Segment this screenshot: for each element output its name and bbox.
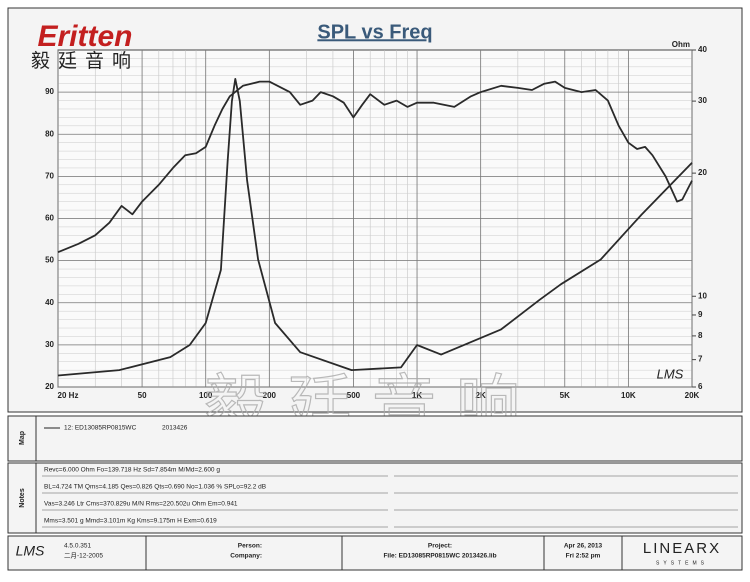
y2-tick-label: 20 [698, 168, 707, 177]
y2-tick-label: 10 [698, 291, 707, 300]
y-tick-label: 60 [45, 214, 54, 223]
vendor-sub: SYSTEMS [656, 560, 708, 566]
y-tick-label: 30 [45, 340, 54, 349]
x-tick-label: 2K [476, 391, 486, 400]
y-tick-label: 80 [45, 129, 54, 138]
series-line [57, 78, 693, 377]
x-tick-label: 100 [199, 391, 213, 400]
build-date: 二月-12-2005 [64, 552, 103, 560]
y-tick-label: 50 [45, 256, 54, 265]
footer-panel [7, 535, 743, 571]
project: Project: [428, 543, 452, 550]
plot-logo: LMS [657, 366, 684, 381]
y-tick-label: 20 [45, 382, 54, 391]
y2-tick-label: 40 [698, 45, 707, 54]
file: File: ED13085RP0815WC 2013426.lib [383, 553, 496, 560]
brand-cn: 毅廷音响 [31, 50, 139, 72]
x-tick-label: 200 [263, 391, 277, 400]
time: Fri 2:52 pm [566, 553, 601, 560]
y2-axis-title: Ohm [672, 40, 690, 49]
y2-tick-label: 7 [698, 355, 703, 364]
x-tick-label: 50 [138, 391, 147, 400]
footer-dividers [145, 536, 623, 570]
x-tick-label: 20 Hz [58, 391, 79, 400]
notes-label: Notes [19, 488, 26, 508]
brand: Eritten [37, 20, 132, 53]
y2-tick-label: 8 [698, 331, 703, 340]
legend-date: 2013426 [162, 425, 188, 432]
series-line [57, 80, 693, 254]
legend-entry: 12: ED13085RP0815WC [64, 425, 137, 432]
vendor: LINEARX [643, 540, 721, 557]
y2-tick-label: 9 [698, 310, 703, 319]
x-tick-label: 1K [412, 391, 422, 400]
x-tick-label: 5K [560, 391, 570, 400]
plot: 20 Hz 50 100 200 500 1K 2K 5K 10K 20K 20 30 40 50 60 70… [45, 40, 707, 400]
notes-panel [7, 462, 743, 534]
x-tick-label: 10K [621, 391, 636, 400]
map-panel [7, 415, 743, 462]
version: 4.5.0.351 [64, 543, 91, 550]
chart-title: SPL vs Freq [317, 21, 432, 43]
x-tick-label: 500 [347, 391, 361, 400]
footer-logo: LMS [16, 543, 45, 559]
date: Apr 26, 2013 [564, 543, 603, 550]
note-line: BL=4.724 TM Qms=4.185 Qes=0.826 Qts=0.69… [44, 484, 266, 491]
note-line: Vas=3.246 Ltr Cms=370.829u M/N Rms=220.5… [44, 501, 238, 508]
y-tick-label: 70 [45, 171, 54, 180]
y-tick-label: 90 [45, 87, 54, 96]
note-line: Mms=3.501 g Mmd=3.101m Kg Kms=9.175m H E… [44, 518, 217, 525]
y-tick-label: 40 [45, 298, 54, 307]
person: Person: [238, 543, 262, 550]
note-line: Revc=6.000 Ohm Fo=139.718 Hz Sd=7.854m M… [44, 467, 220, 474]
y2-tick-label: 6 [698, 382, 703, 391]
notes-lines: Revc=6.000 Ohm Fo=139.718 Hz Sd=7.854m M… [42, 467, 738, 528]
x-tick-label: 20K [685, 391, 700, 400]
y2-tick-label: 30 [698, 96, 707, 105]
company: Company: [230, 553, 262, 560]
map-label: Map [19, 431, 26, 445]
